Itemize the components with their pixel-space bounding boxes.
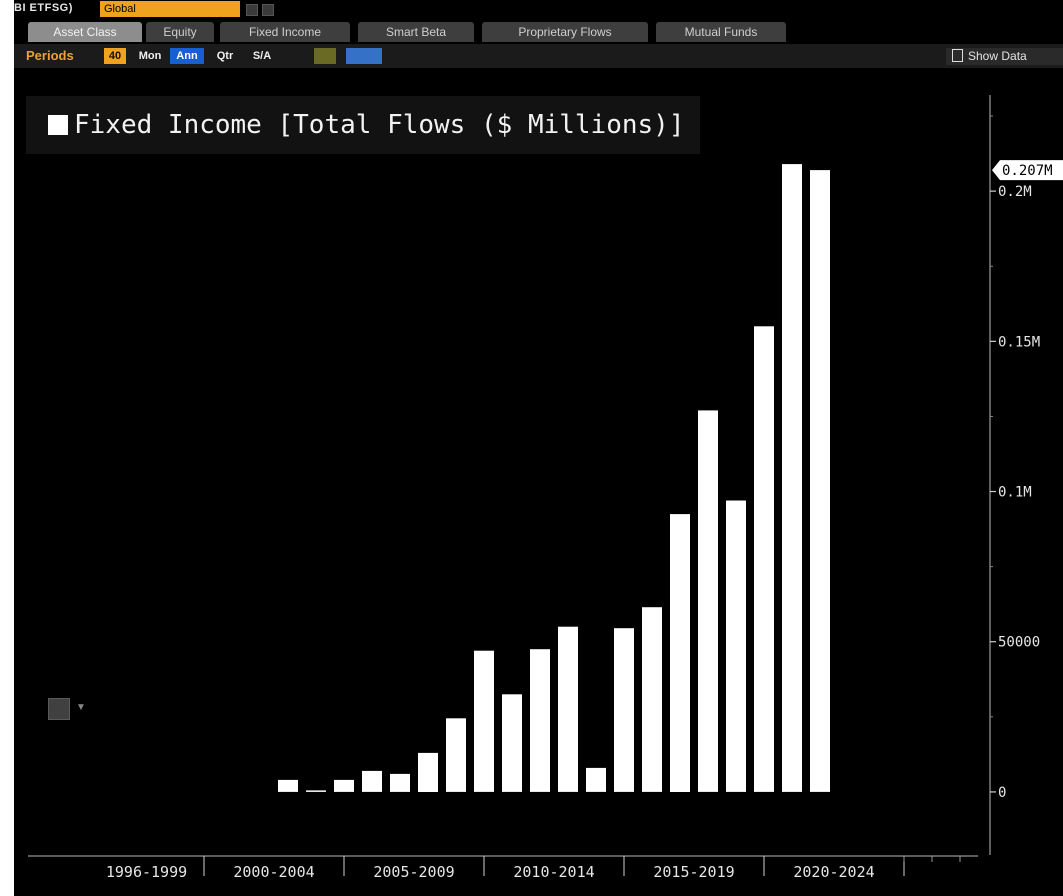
bars-layer [278, 164, 830, 792]
chart-options-control[interactable]: ▼ [48, 698, 96, 720]
tab-proprietary-flows[interactable]: Proprietary Flows [482, 22, 648, 42]
bar-19 [810, 170, 830, 792]
y-tick-label-1: 50000 [998, 635, 1040, 651]
period-button-ann[interactable]: Ann [170, 48, 204, 64]
y-tick-label-3: 0.15M [998, 334, 1040, 350]
tab-smart-beta[interactable]: Smart Beta [358, 22, 474, 42]
bar-0 [278, 779, 298, 792]
x-group-label-3: 2010-2014 [513, 863, 594, 881]
period-button-sa[interactable]: S/A [252, 50, 272, 62]
ticker-input[interactable]: Global [100, 1, 240, 17]
tab-mutual-funds[interactable]: Mutual Funds [656, 22, 786, 42]
bar-6 [446, 718, 466, 792]
periods-label: Periods [26, 48, 74, 63]
bar-18 [782, 164, 802, 792]
last-value-flag-shape [992, 160, 1063, 181]
y-tick-label-0: 0 [998, 785, 1006, 801]
y-axis: 0 50000 0.1M 0.15M 0.2M 0.207M [989, 95, 1063, 855]
chevron-down-icon: ▼ [76, 702, 86, 713]
ticker-label: BI ETFSG) [14, 2, 73, 14]
x-group-label-4: 2015-2019 [653, 863, 734, 881]
tab-bar: Asset Class Equity Fixed Income Smart Be… [14, 20, 1063, 43]
bar-9 [530, 649, 550, 792]
bar-12 [614, 628, 634, 792]
periods-count-input[interactable]: 40 [104, 48, 126, 64]
x-axis: 1996-1999 2000-2004 2005-2009 2010-2014 2015… [28, 855, 978, 881]
bar-1 [306, 790, 326, 792]
terminal-window: BI ETFSG) Global Asset Class Equity Fixe… [14, 0, 1063, 896]
x-group-label-2: 2005-2009 [373, 863, 454, 881]
legend-swatch [48, 115, 68, 135]
color-scheme-icon[interactable] [346, 48, 382, 64]
last-value-flag: 0.207M [992, 160, 1063, 181]
x-group-label-1: 2000-2004 [233, 863, 314, 881]
period-button-mon[interactable]: Mon [138, 50, 162, 62]
bar-2 [334, 779, 354, 792]
x-group-label-0: 1996-1999 [106, 863, 187, 881]
periods-toolbar: Periods 40 Mon Ann Qtr S/A Show Data [14, 44, 1063, 68]
y-tick-label-4: 0.2M [998, 184, 1032, 200]
bar-5 [418, 752, 438, 792]
dropdown-icon[interactable] [246, 4, 258, 16]
bar-3 [362, 770, 382, 792]
tab-fixed-income[interactable]: Fixed Income [220, 22, 350, 42]
show-data-button[interactable]: Show Data [946, 48, 1063, 65]
bar-8 [502, 694, 522, 792]
bar-11 [586, 767, 606, 792]
top-bar: BI ETFSG) Global [14, 0, 1063, 20]
bar-10 [558, 626, 578, 792]
bar-7 [474, 650, 494, 792]
show-data-label: Show Data [968, 49, 1027, 63]
checkbox-icon [48, 698, 70, 720]
last-value-label: 0.207M [1002, 163, 1053, 179]
chart-title: Fixed Income [Total Flows ($ Millions)] [26, 96, 701, 154]
tab-equity[interactable]: Equity [146, 22, 214, 42]
bar-13 [642, 607, 662, 792]
tab-asset-class[interactable]: Asset Class [28, 22, 142, 42]
chart-type-icon[interactable] [314, 48, 336, 64]
options-icon[interactable] [262, 4, 274, 16]
period-button-qtr[interactable]: Qtr [216, 50, 234, 62]
bar-16 [726, 500, 746, 792]
chart-title-text: Fixed Income [Total Flows ($ Millions)] [74, 110, 685, 140]
bar-14 [670, 514, 690, 792]
document-icon [952, 49, 963, 62]
bar-15 [698, 410, 718, 792]
bar-17 [754, 326, 774, 792]
bar-4 [390, 773, 410, 792]
x-group-label-5: 2020-2024 [793, 863, 874, 881]
bar-chart: 0 50000 0.1M 0.15M 0.2M 0.207M 1996-1999 2000-… [28, 95, 1063, 881]
y-tick-label-2: 0.1M [998, 485, 1032, 501]
